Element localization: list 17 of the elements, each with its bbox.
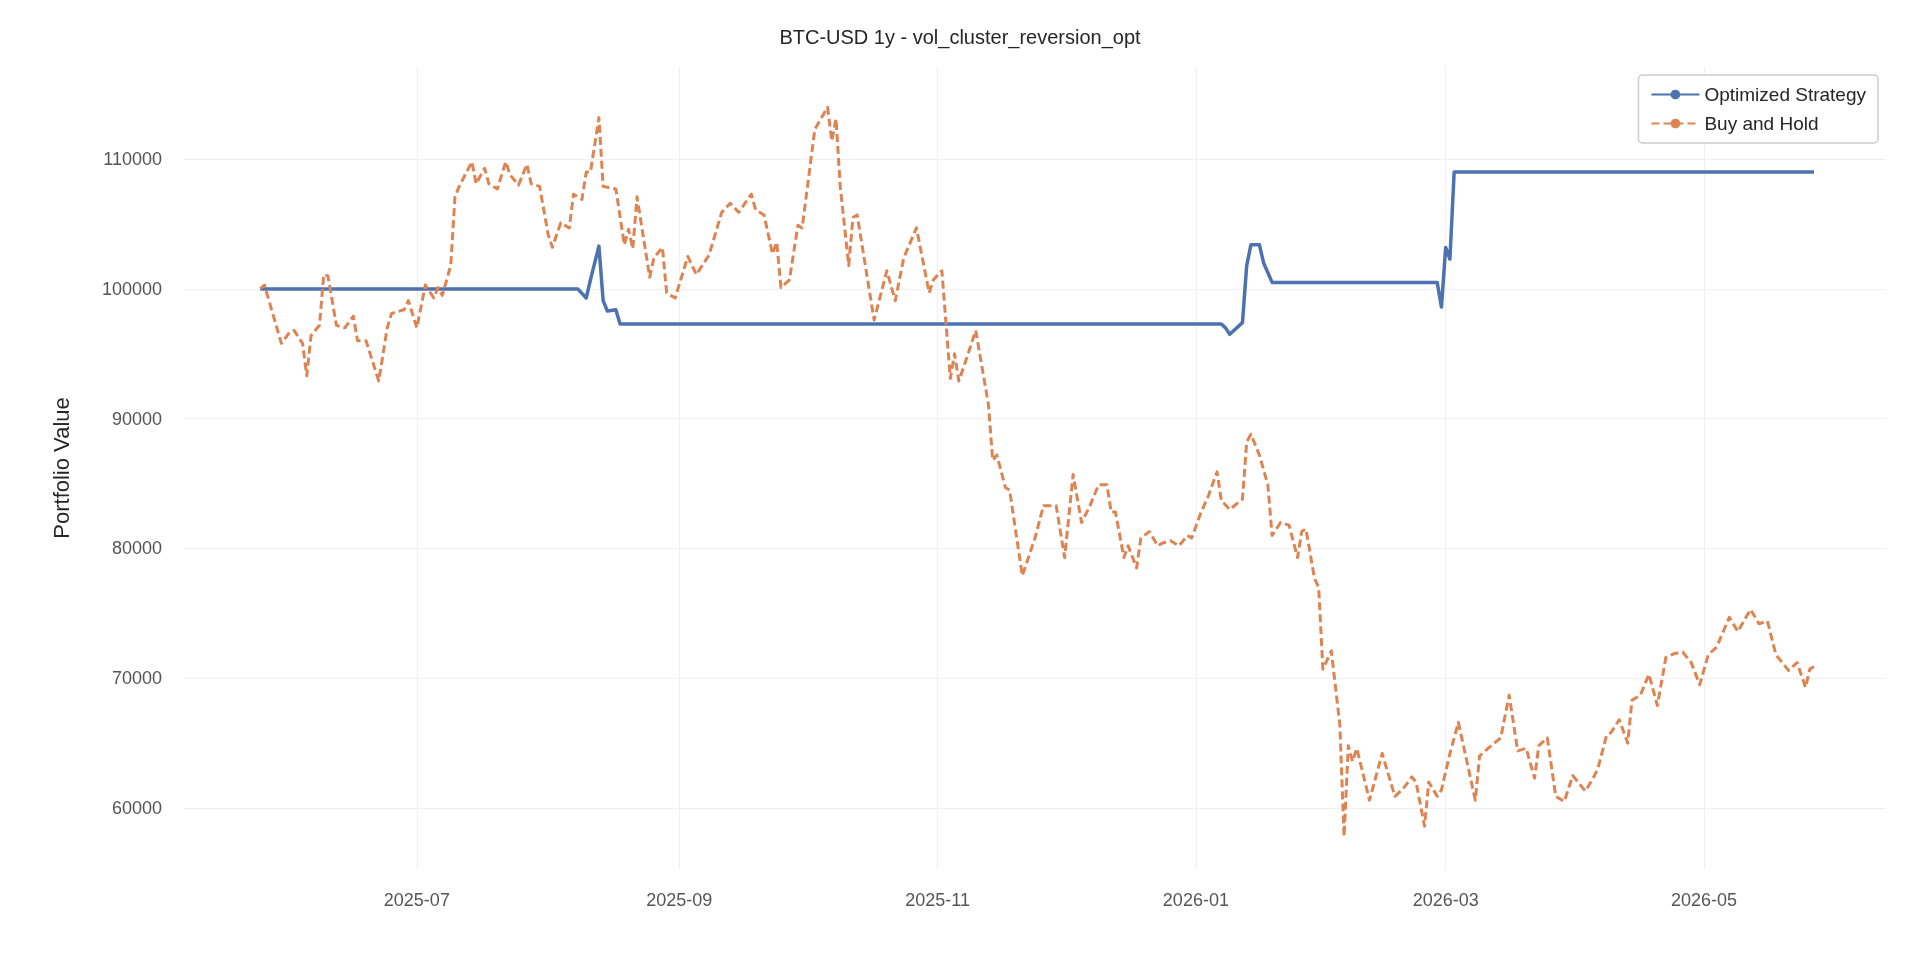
- x-tick-label: 2026-01: [1162, 890, 1229, 910]
- x-tick-label: 2026-03: [1412, 890, 1479, 910]
- x-tick-label: 2026-05: [1670, 890, 1737, 910]
- y-axis-title: Portfolio Value: [48, 397, 74, 539]
- x-tick-label: 2025-09: [646, 890, 713, 910]
- chart-title: BTC-USD 1y - vol_cluster_reversion_opt: [779, 26, 1142, 49]
- y-tick-label: 70000: [111, 668, 162, 689]
- legend-label: Optimized Strategy: [1704, 84, 1867, 105]
- y-tick-label: 80000: [111, 538, 162, 559]
- x-tick-label: 2025-11: [905, 890, 970, 910]
- y-tick-label: 100000: [101, 278, 162, 299]
- y-tick-label: 60000: [111, 798, 162, 819]
- x-tick-label: 2025-07: [383, 890, 450, 910]
- y-tick-label: 90000: [111, 408, 162, 429]
- y-tick-label: 110000: [103, 149, 162, 170]
- legend-label: Buy and Hold: [1704, 113, 1819, 134]
- line-series: [258, 170, 1816, 337]
